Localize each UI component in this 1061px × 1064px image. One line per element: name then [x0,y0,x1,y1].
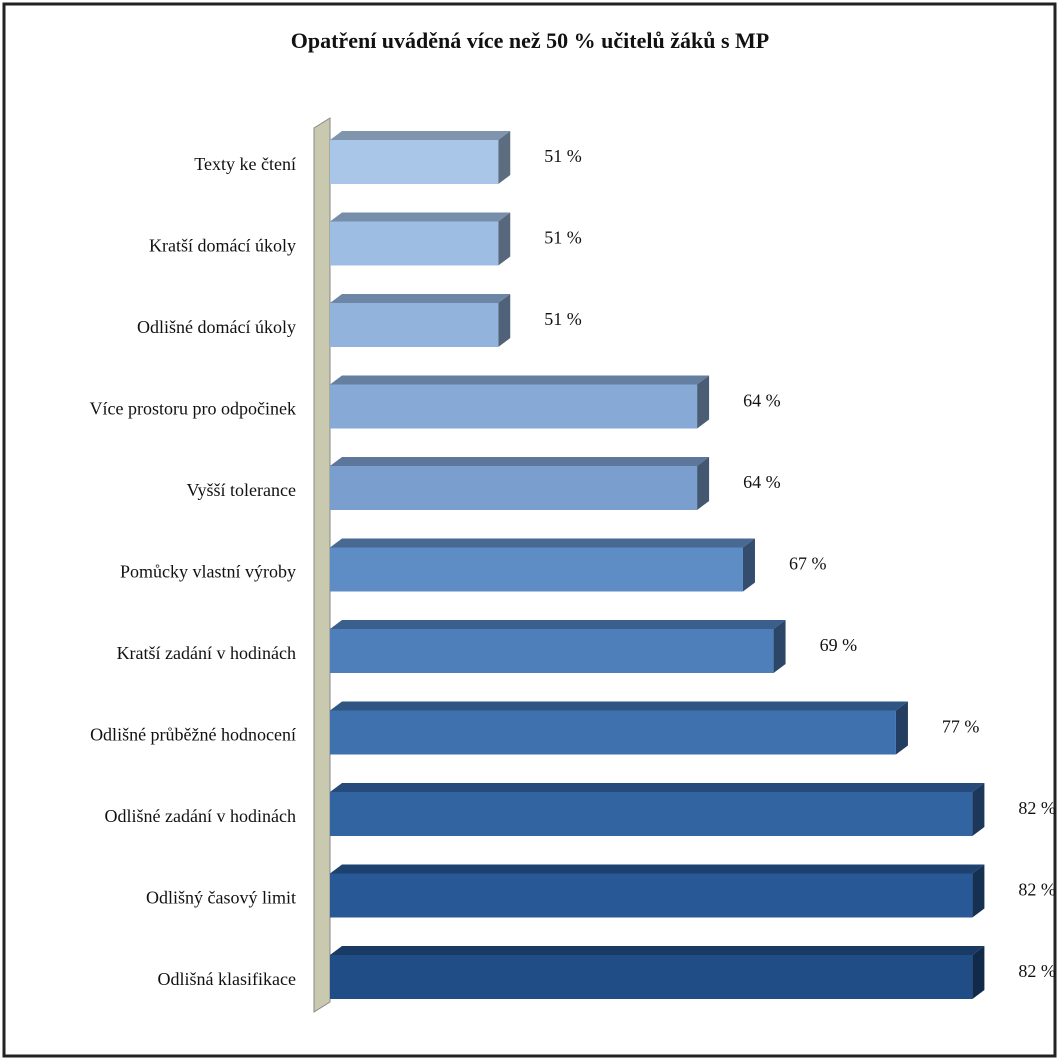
bar-top [330,620,786,629]
value-label: 67 % [789,554,827,574]
bar [330,620,786,673]
bar-top [330,375,710,385]
bar-side [972,946,985,999]
value-label: 64 % [743,391,781,411]
category-label: Pomůcky vlastní výroby [120,562,296,582]
bar-top [330,294,511,303]
category-label: Odlišné domácí úkoly [137,317,296,337]
bar [330,212,511,266]
bar-front [330,221,499,266]
category-label: Vyšší tolerance [187,480,296,500]
bar-front [330,466,698,510]
value-label: 64 % [743,472,781,492]
bar-front [330,792,973,836]
bar [330,294,511,347]
category-label: Odlišné zadání v hodinách [105,806,296,826]
bar-top [330,131,511,140]
value-label: 51 % [544,228,582,248]
bar [330,946,985,999]
bar-side [697,375,710,429]
bar-front [330,873,973,918]
value-label: 51 % [544,146,582,166]
bar-front [330,303,499,347]
bar-top [330,538,755,548]
bar [330,375,710,429]
bar-top [330,457,710,466]
bar-side [498,212,511,266]
back-wall [313,117,331,1013]
bar [330,538,755,592]
bar-top [330,946,985,955]
value-label: 82 % [1018,961,1056,981]
bar-top [330,701,908,711]
chart-title: Opatření uváděná více než 50 % učitelů ž… [291,28,769,53]
bar [330,783,985,836]
category-label: Texty ke čtení [194,154,296,174]
bar-top [330,212,511,222]
value-label: 82 % [1018,798,1056,818]
value-label: 51 % [544,309,582,329]
bar-side [498,131,511,184]
bar-side [972,864,985,918]
value-label: 82 % [1018,880,1056,900]
bar-side [697,457,710,510]
bar-front [330,710,896,755]
bar-front [330,955,973,999]
bar [330,701,908,755]
category-label: Odlišné průběžné hodnocení [90,725,296,745]
bar-front [330,384,698,429]
value-label: 69 % [820,635,858,655]
bar-front [330,547,743,592]
bar-side [742,538,755,592]
bar-side [498,294,511,347]
category-label: Kratší domácí úkoly [149,236,296,256]
category-label: Kratší zadání v hodinách [117,643,296,663]
value-label: 77 % [942,717,980,737]
category-label: Více prostoru pro odpočinek [90,399,296,419]
bar-top [330,783,985,792]
category-label: Odlišná klasifikace [158,969,296,989]
bar-front [330,629,774,673]
bar-top [330,864,985,874]
bar [330,457,710,510]
bar-side [773,620,786,673]
bar-front [330,140,499,184]
category-label: Odlišný časový limit [146,888,296,908]
bar-side [895,701,908,755]
bar [330,864,985,918]
bar [330,131,511,184]
bar-side [972,783,985,836]
